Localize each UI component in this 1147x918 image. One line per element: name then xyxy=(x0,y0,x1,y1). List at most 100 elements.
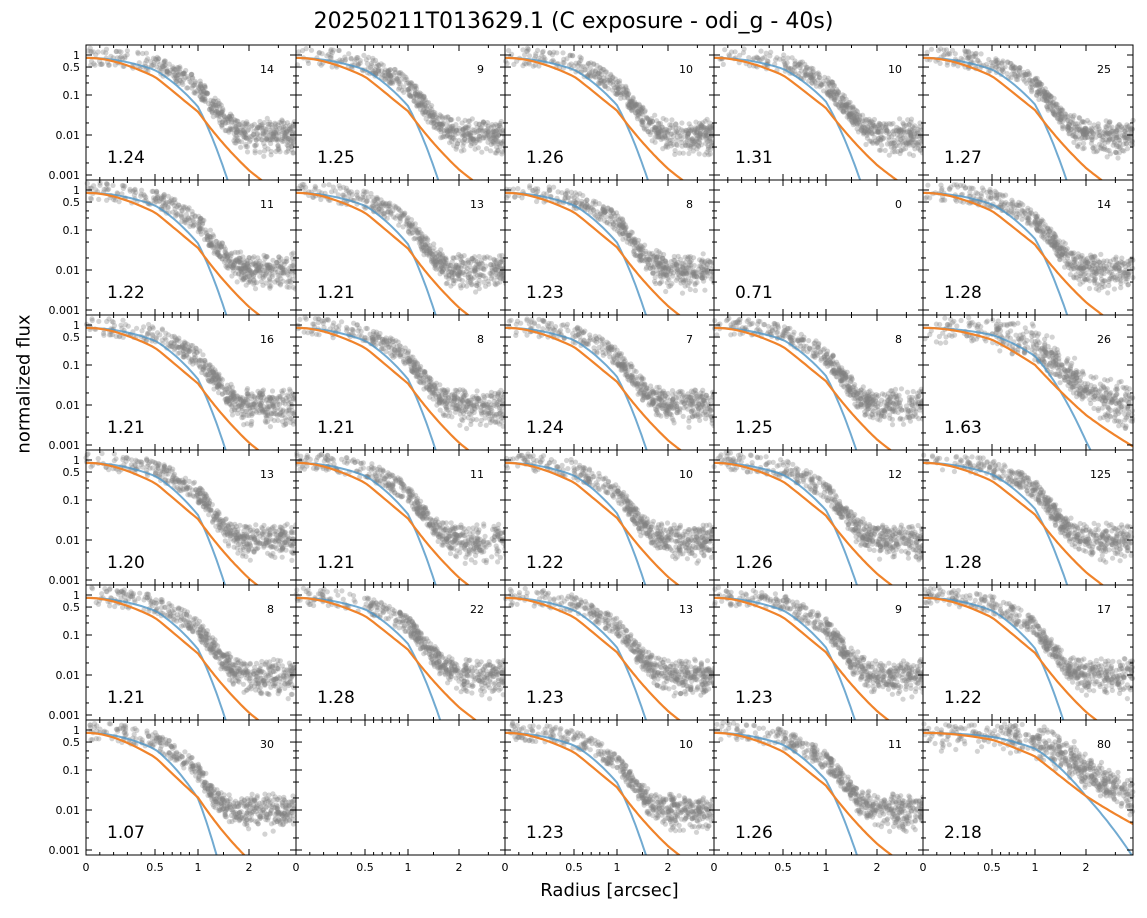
data-point xyxy=(273,148,279,155)
data-point xyxy=(405,87,411,93)
data-point xyxy=(219,109,225,115)
data-point xyxy=(305,60,312,66)
data-point xyxy=(1037,81,1043,87)
data-point xyxy=(260,267,266,273)
data-point xyxy=(584,204,590,210)
data-point xyxy=(228,126,234,132)
data-point xyxy=(483,283,489,289)
data-point xyxy=(986,56,992,63)
data-point xyxy=(428,250,435,257)
data-point xyxy=(831,97,837,103)
data-point xyxy=(348,55,354,61)
data-point xyxy=(340,192,346,198)
data-point xyxy=(229,250,235,256)
data-point xyxy=(686,280,692,286)
data-point xyxy=(628,98,634,104)
data-point xyxy=(691,128,697,134)
data-point xyxy=(143,194,149,200)
data-point xyxy=(271,133,277,140)
data-point xyxy=(478,260,484,266)
data-point xyxy=(1129,138,1135,144)
data-point xyxy=(267,277,273,283)
data-point xyxy=(276,145,282,151)
data-point xyxy=(708,270,714,276)
data-point xyxy=(1074,143,1080,149)
data-point xyxy=(247,277,253,283)
data-point xyxy=(416,240,422,246)
data-point xyxy=(828,91,834,97)
data-point xyxy=(437,251,443,258)
data-point xyxy=(385,209,391,215)
data-point xyxy=(613,84,619,90)
data-point xyxy=(188,80,194,86)
data-point xyxy=(879,142,885,148)
data-point xyxy=(179,79,185,85)
data-point xyxy=(482,132,488,139)
data-point xyxy=(376,62,382,68)
data-point xyxy=(698,272,704,278)
data-point xyxy=(659,255,666,261)
star-count-label: 13 xyxy=(470,198,484,211)
data-point xyxy=(660,274,666,280)
data-point xyxy=(448,283,454,289)
data-point xyxy=(612,217,618,223)
data-point xyxy=(1116,121,1123,128)
data-point xyxy=(100,49,106,55)
data-point xyxy=(859,118,865,124)
data-point xyxy=(279,265,286,271)
data-point xyxy=(346,190,352,196)
data-point xyxy=(233,123,239,130)
data-point xyxy=(290,250,296,256)
data-point xyxy=(700,251,706,257)
data-point xyxy=(393,205,399,211)
data-point xyxy=(1109,129,1115,135)
data-point xyxy=(274,277,280,283)
data-point xyxy=(243,141,249,148)
data-point xyxy=(190,75,196,81)
data-point xyxy=(483,146,490,152)
data-point xyxy=(647,251,653,257)
data-point xyxy=(601,78,607,84)
data-point xyxy=(687,286,693,293)
data-point xyxy=(234,127,240,133)
data-point xyxy=(661,264,667,270)
data-point xyxy=(944,62,950,68)
fwhm-label: 1.26 xyxy=(526,148,564,168)
data-point xyxy=(590,207,596,213)
fwhm-label: 1.24 xyxy=(107,148,145,168)
data-point xyxy=(527,183,533,189)
data-point xyxy=(284,284,290,290)
star-count-label: 11 xyxy=(260,198,274,211)
data-point xyxy=(1004,71,1010,77)
data-point xyxy=(142,60,148,66)
data-point xyxy=(205,90,211,96)
data-point xyxy=(573,200,580,206)
panel: 1.238 xyxy=(503,179,718,316)
data-point xyxy=(202,82,208,89)
data-point xyxy=(878,132,884,138)
data-point xyxy=(257,149,263,155)
data-point xyxy=(492,150,498,156)
data-point xyxy=(587,65,593,71)
data-point xyxy=(223,251,229,257)
data-point xyxy=(479,149,485,155)
data-point xyxy=(238,144,244,150)
data-point xyxy=(182,204,188,210)
data-point xyxy=(496,122,502,129)
data-point xyxy=(236,121,242,127)
data-point xyxy=(188,72,194,78)
data-point xyxy=(241,129,248,135)
data-point xyxy=(535,47,541,53)
data-point xyxy=(570,53,576,59)
data-point xyxy=(1099,137,1105,143)
data-point xyxy=(688,262,694,268)
data-point xyxy=(414,230,421,236)
data-point xyxy=(178,74,184,80)
data-point xyxy=(243,121,250,127)
data-point xyxy=(187,79,193,85)
star-count-label: 14 xyxy=(260,63,274,76)
data-point xyxy=(1032,82,1038,88)
data-point xyxy=(222,246,228,252)
data-point xyxy=(287,275,293,281)
data-point xyxy=(346,51,352,57)
